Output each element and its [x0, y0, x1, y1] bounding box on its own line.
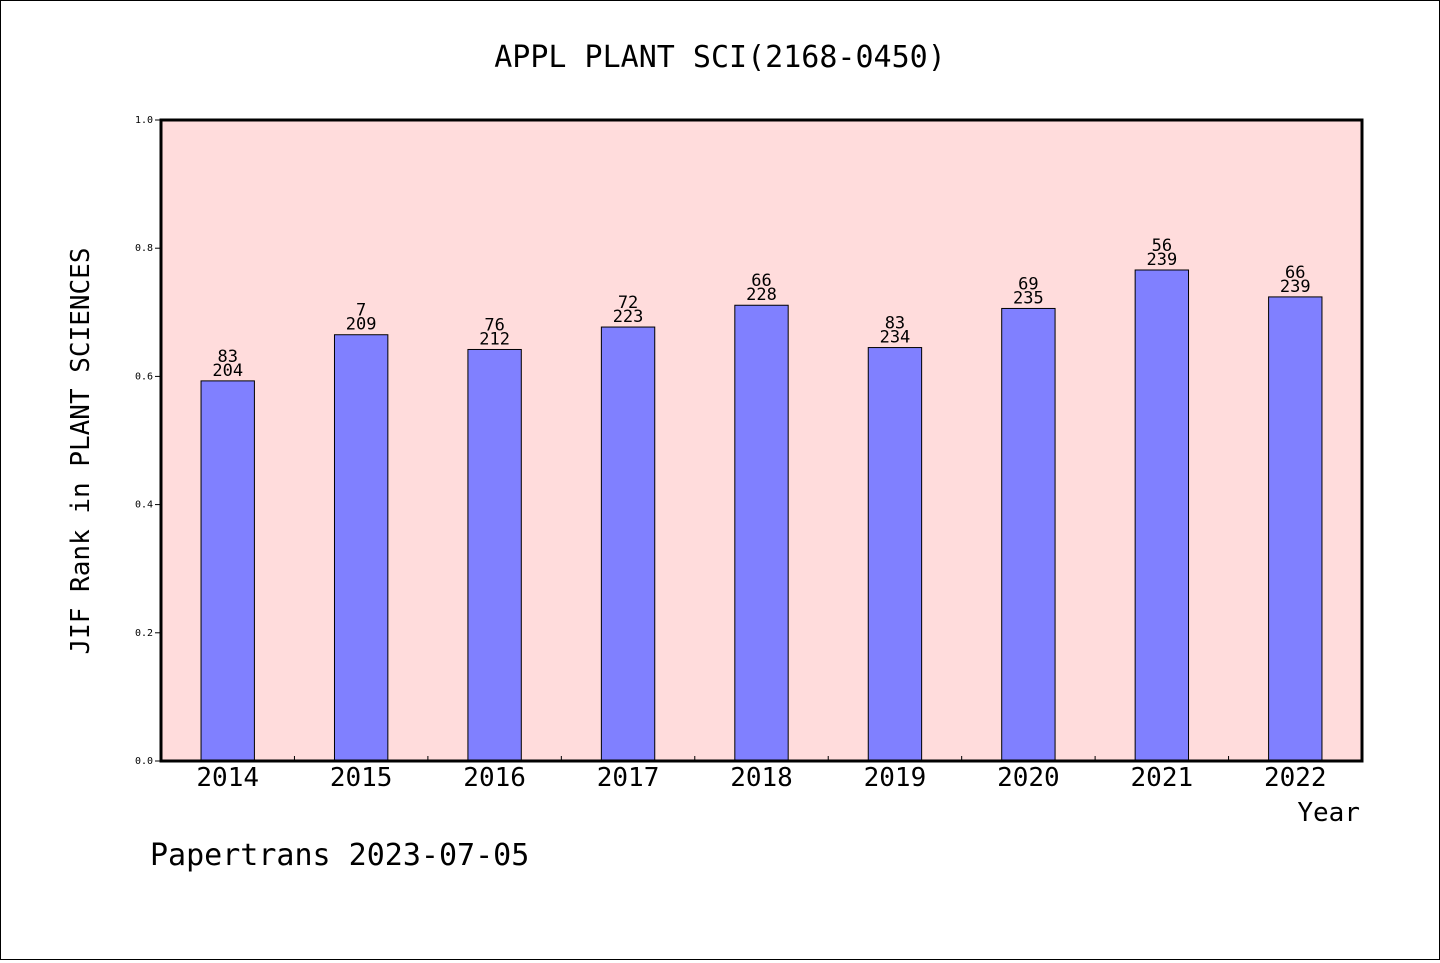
y-tick-label-0.4: 0.4: [135, 500, 153, 511]
bar-rank-label-2017: 72: [618, 293, 638, 313]
bar-2014: [200, 380, 255, 762]
x-axis-label: Year: [1297, 798, 1360, 828]
bar-total-label-2014: 204: [212, 361, 243, 381]
x-tick-label-2016: 2016: [463, 763, 526, 793]
x-tick-label-2020: 2020: [997, 763, 1060, 793]
x-tick-label-2014: 2014: [196, 763, 259, 793]
bar-rank-label-2015: 7: [356, 301, 366, 321]
y-tick-label-0.6: 0.6: [135, 371, 153, 382]
bar-total-label-2019: 234: [880, 328, 911, 348]
bar-2016: [467, 348, 522, 762]
bar-2019: [867, 347, 923, 762]
bar-total-label-2022: 239: [1280, 277, 1311, 297]
ticks-group: 2014 2015 2016 2017 2018 2019 2020 2021 2022 0.0 0…: [135, 115, 1327, 793]
bar-rank-label-2021: 56: [1152, 236, 1172, 256]
bar-2017: [600, 326, 656, 762]
bar-total-label-2015: 209: [346, 315, 377, 335]
bar-total-label-2020: 235: [1013, 288, 1044, 308]
bar-rank-label-2022: 66: [1285, 263, 1305, 283]
bar-2022: [1268, 296, 1323, 762]
bar-2018: [734, 304, 789, 762]
chart-title: APPL PLANT SCI(2168-0450): [494, 40, 946, 75]
y-tick-label-1.0: 1.0: [135, 115, 153, 126]
bar-rank-label-2018: 66: [751, 271, 771, 291]
footer-credit: Papertrans 2023-07-05: [150, 838, 529, 873]
bar-total-label-2017: 223: [613, 307, 644, 327]
x-tick-label-2021: 2021: [1131, 763, 1194, 793]
bar-total-label-2016: 212: [479, 329, 510, 349]
y-axis-label: JIF Rank in PLANT SCIENCES: [66, 248, 96, 655]
bar-rank-label-2014: 83: [217, 347, 237, 367]
bar-2021: [1134, 269, 1190, 762]
y-tick-label-0.0: 0.0: [135, 756, 153, 767]
bar-rank-label-2016: 76: [484, 315, 504, 335]
bar-2015: [333, 334, 389, 762]
y-tick-label-0.8: 0.8: [135, 243, 153, 254]
plot-border: [159, 118, 1364, 763]
x-tick-label-2015: 2015: [330, 763, 393, 793]
y-tick-label-0.2: 0.2: [135, 628, 153, 639]
x-tick-label-2018: 2018: [730, 763, 793, 793]
x-tick-label-2022: 2022: [1264, 763, 1327, 793]
bar-total-label-2018: 228: [746, 285, 777, 305]
bar-rank-label-2019: 83: [885, 314, 905, 334]
x-tick-label-2019: 2019: [864, 763, 927, 793]
bar-2020: [1001, 307, 1056, 762]
bar-total-label-2021: 239: [1146, 250, 1177, 270]
x-tick-label-2017: 2017: [597, 763, 660, 793]
bar-rank-label-2020: 69: [1018, 274, 1038, 294]
